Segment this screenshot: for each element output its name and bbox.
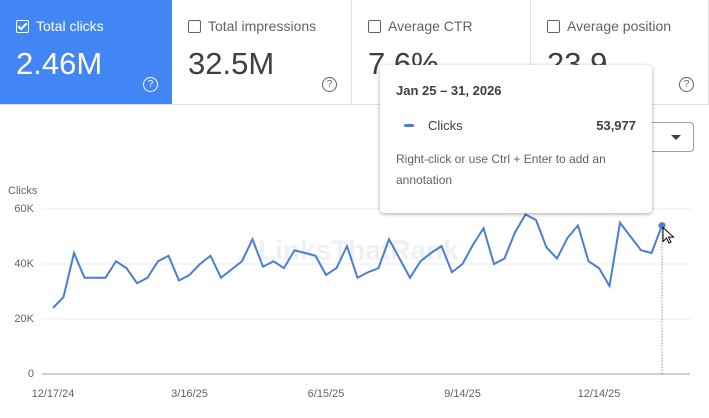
metric-cards: Total clicks 2.46M? Total impressions 32.5M… — [0, 0, 709, 105]
tooltip-row: Clicks 53,977 — [396, 118, 636, 133]
card-label: Average CTR — [388, 18, 473, 34]
tooltip-note: Right-click or use Ctrl + Enter to add a… — [396, 152, 606, 187]
help-icon[interactable]: ? — [679, 77, 694, 92]
x-tick-label: 9/14/25 — [444, 388, 481, 400]
y-tick-label: 20K — [14, 313, 34, 325]
watermark: LinksThatRank — [258, 234, 459, 265]
card-header: Average position — [547, 18, 692, 34]
help-icon[interactable]: ? — [322, 77, 337, 92]
checkbox[interactable] — [368, 19, 381, 33]
y-tick-label: 60K — [14, 203, 34, 215]
tooltip: Jan 25 – 31, 2026 Clicks 53,977 Right-cli… — [380, 65, 652, 213]
checkbox[interactable] — [547, 19, 560, 33]
y-tick-label: 0 — [28, 368, 34, 380]
data-line — [52, 213, 663, 309]
checkbox[interactable] — [188, 19, 201, 33]
card-header: Total clicks — [16, 18, 156, 34]
x-tick-label: 12/14/25 — [578, 388, 621, 400]
x-tick-label: 3/16/25 — [171, 388, 208, 400]
tooltip-date: Jan 25 – 31, 2026 — [396, 83, 502, 98]
y-axis-title: Clicks — [8, 185, 38, 197]
hover-point — [658, 222, 666, 230]
help-icon[interactable]: ? — [143, 77, 158, 92]
x-tick-label: 12/17/24 — [32, 388, 75, 400]
metric-card[interactable]: Total impressions 32.5M? — [172, 0, 352, 104]
card-label: Average position — [567, 18, 672, 34]
card-header: Total impressions — [188, 18, 335, 34]
card-value: 2.46M — [16, 46, 103, 81]
card-value: 32.5M — [188, 46, 275, 81]
tooltip-series: Clicks — [428, 118, 463, 133]
x-tick-label: 6/15/25 — [308, 388, 345, 400]
tooltip-value: 53,977 — [596, 118, 636, 133]
metric-card[interactable]: Total clicks 2.46M? — [0, 0, 172, 104]
card-label: Total impressions — [208, 18, 317, 34]
checkbox[interactable] — [16, 19, 29, 33]
card-header: Average CTR — [368, 18, 514, 34]
y-tick-label: 40K — [14, 258, 34, 270]
card-label: Total clicks — [36, 18, 104, 34]
cursor — [662, 226, 675, 244]
chart: LinksThatRank Clicks 0 20K 40K 60K 12/17/24 3… — [8, 185, 690, 400]
